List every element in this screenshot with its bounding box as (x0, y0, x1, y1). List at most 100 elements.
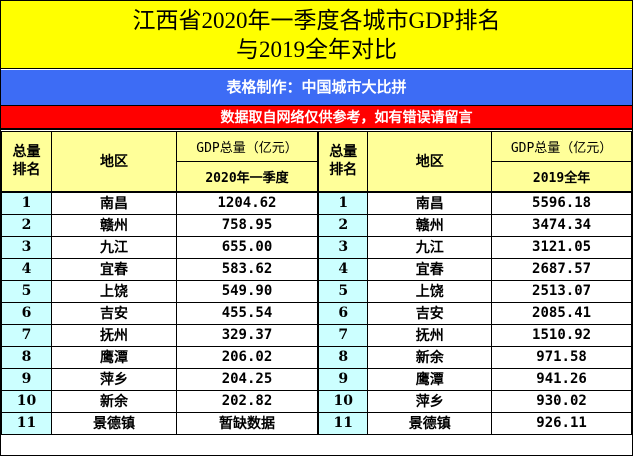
table-row: 6 吉安 2085.41 (317, 301, 632, 325)
gdp-value-cell: 暂缺数据 (176, 411, 318, 435)
rank-cell: 9 (317, 367, 369, 391)
maker-banner: 表格制作：中国城市大比拼 (1, 70, 632, 106)
header-gdp: GDP总量（亿元） (176, 131, 318, 162)
table-row: 7 抚州 1510.92 (317, 323, 632, 347)
table-row: 8 鹰潭 206.02 (1, 345, 318, 369)
region-cell: 抚州 (51, 323, 177, 347)
header-region: 地区 (367, 131, 493, 192)
table-row: 2 赣州 758.95 (1, 213, 318, 237)
gdp-value-cell: 655.00 (176, 235, 318, 259)
gdp-value-cell: 2085.41 (491, 301, 632, 325)
gdp-value-cell: 930.02 (491, 389, 632, 413)
header-rank-label: 总量 排名 (12, 144, 41, 179)
region-cell: 宜春 (367, 257, 493, 281)
rank-cell: 6 (317, 301, 369, 325)
gdp-value-cell: 206.02 (176, 345, 318, 369)
region-cell: 萍乡 (367, 389, 493, 413)
region-cell: 新余 (51, 389, 177, 413)
region-cell: 萍乡 (51, 367, 177, 391)
gdp-value-cell: 3474.34 (491, 213, 632, 237)
table-row: 4 宜春 583.62 (1, 257, 318, 281)
rank-cell: 10 (1, 389, 52, 413)
header-period: 2020年一季度 (176, 161, 318, 192)
rank-cell: 8 (1, 345, 52, 369)
table-row: 2 赣州 3474.34 (317, 213, 632, 237)
title-line-2: 与2019全年对比 (236, 37, 397, 62)
rank-cell: 1 (1, 190, 52, 215)
gdp-value-cell: 202.82 (176, 389, 318, 413)
region-cell: 南昌 (51, 190, 177, 215)
table-row: 4 宜春 2687.57 (317, 257, 632, 281)
table-row: 3 九江 655.00 (1, 235, 318, 259)
rank-cell: 8 (317, 345, 369, 369)
region-cell: 九江 (367, 235, 493, 259)
table-row: 1 南昌 5596.18 (317, 190, 632, 215)
table-row: 6 吉安 455.54 (1, 301, 318, 325)
header-rank-label: 总量 排名 (329, 144, 358, 179)
header-rank: 总量 排名 (317, 131, 369, 192)
table-row: 11 景德镇 暂缺数据 (1, 411, 318, 435)
gdp-value-cell: 204.25 (176, 367, 318, 391)
table-row: 8 新余 971.58 (317, 345, 632, 369)
gdp-value-cell: 758.95 (176, 213, 318, 237)
table-2019-full-year: 总量 排名 地区 GDP总量（亿元） 2019全年 1 南昌 5596.18 2 赣州 3… (317, 131, 632, 435)
table-row: 1 南昌 1204.62 (1, 190, 318, 215)
gdp-value-cell: 971.58 (491, 345, 632, 369)
region-cell: 吉安 (51, 301, 177, 325)
rank-cell: 2 (1, 213, 52, 237)
table-row: 9 鹰潭 941.26 (317, 367, 632, 391)
rank-cell: 1 (317, 190, 369, 215)
gdp-value-cell: 2513.07 (491, 279, 632, 303)
region-cell: 赣州 (51, 213, 177, 237)
sheet-title: 江西省2020年一季度各城市GDP排名 与2019全年对比 (1, 1, 632, 69)
gdp-value-cell: 3121.05 (491, 235, 632, 259)
rank-cell: 7 (317, 323, 369, 347)
region-cell: 鹰潭 (367, 367, 493, 391)
table-row: 9 萍乡 204.25 (1, 367, 318, 391)
title-line-1: 江西省2020年一季度各城市GDP排名 (132, 8, 501, 33)
rank-cell: 7 (1, 323, 52, 347)
region-cell: 鹰潭 (51, 345, 177, 369)
rank-cell: 3 (317, 235, 369, 259)
gdp-value-cell: 926.11 (491, 411, 632, 435)
rank-cell: 5 (1, 279, 52, 303)
region-cell: 吉安 (367, 301, 493, 325)
rank-cell: 9 (1, 367, 52, 391)
table-row: 7 抚州 329.37 (1, 323, 318, 347)
table-row: 5 上饶 2513.07 (317, 279, 632, 303)
gdp-value-cell: 549.90 (176, 279, 318, 303)
gdp-value-cell: 1510.92 (491, 323, 632, 347)
region-cell: 宜春 (51, 257, 177, 281)
table-row: 10 新余 202.82 (1, 389, 318, 413)
table-row: 11 景德镇 926.11 (317, 411, 632, 435)
gdp-value-cell: 941.26 (491, 367, 632, 391)
region-cell: 新余 (367, 345, 493, 369)
gdp-value-cell: 5596.18 (491, 190, 632, 215)
rank-cell: 11 (317, 411, 369, 435)
table-row: 5 上饶 549.90 (1, 279, 318, 303)
region-cell: 九江 (51, 235, 177, 259)
gdp-value-cell: 2687.57 (491, 257, 632, 281)
header-region: 地区 (51, 131, 177, 192)
header-rank: 总量 排名 (1, 131, 52, 192)
region-cell: 南昌 (367, 190, 493, 215)
rank-cell: 10 (317, 389, 369, 413)
region-cell: 抚州 (367, 323, 493, 347)
region-cell: 上饶 (367, 279, 493, 303)
rank-cell: 11 (1, 411, 52, 435)
rank-cell: 4 (1, 257, 52, 281)
region-cell: 上饶 (51, 279, 177, 303)
table-row: 3 九江 3121.05 (317, 235, 632, 259)
header-gdp: GDP总量（亿元） (491, 131, 632, 162)
region-cell: 景德镇 (367, 411, 493, 435)
table-row: 10 萍乡 930.02 (317, 389, 632, 413)
header-period: 2019全年 (491, 161, 632, 192)
table-2020-q1: 总量 排名 地区 GDP总量（亿元） 2020年一季度 1 南昌 1204.62 2 赣… (1, 131, 318, 435)
region-cell: 赣州 (367, 213, 493, 237)
gdp-value-cell: 583.62 (176, 257, 318, 281)
region-cell: 景德镇 (51, 411, 177, 435)
gdp-value-cell: 329.37 (176, 323, 318, 347)
rank-cell: 6 (1, 301, 52, 325)
rank-cell: 5 (317, 279, 369, 303)
